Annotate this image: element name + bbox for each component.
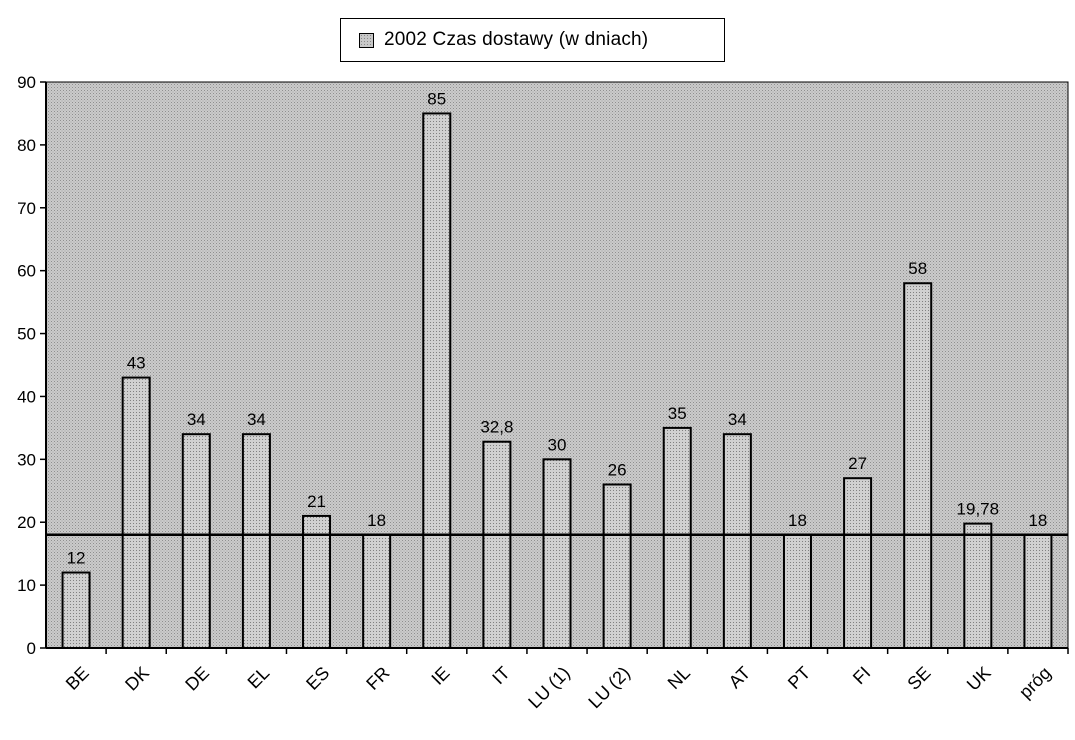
x-tick-label: UK xyxy=(963,663,995,695)
data-label: 85 xyxy=(427,89,446,108)
y-tick-label: 50 xyxy=(17,325,36,344)
bar xyxy=(61,571,91,649)
x-tick-label: IT xyxy=(488,663,513,688)
x-tick-label: ES xyxy=(302,663,333,694)
x-tick-label: próg xyxy=(1015,663,1055,703)
x-tick-label: SE xyxy=(903,663,934,694)
x-tick-label: FR xyxy=(362,663,393,694)
data-label: 35 xyxy=(668,404,687,423)
x-tick-label: BE xyxy=(62,663,93,694)
y-tick-label: 90 xyxy=(17,73,36,92)
data-label: 18 xyxy=(1028,511,1047,530)
x-tick-label: AT xyxy=(725,663,754,692)
legend: 2002 Czas dostawy (w dniach) xyxy=(340,18,725,62)
bar xyxy=(542,458,572,650)
data-label: 21 xyxy=(307,492,326,511)
data-label: 30 xyxy=(548,435,567,454)
legend-swatch xyxy=(359,32,374,48)
x-tick-label: LU (1) xyxy=(524,663,574,713)
y-tick-label: 40 xyxy=(17,387,36,406)
x-tick-label: LU (2) xyxy=(584,663,634,713)
y-tick-label: 60 xyxy=(17,262,36,281)
data-label: 58 xyxy=(908,259,927,278)
bar xyxy=(181,433,211,649)
bar xyxy=(722,433,752,649)
bar xyxy=(602,483,632,649)
x-tick-label: FI xyxy=(849,663,874,688)
bar xyxy=(422,112,452,649)
bar xyxy=(362,533,392,649)
x-tick-label: PT xyxy=(784,663,814,693)
data-label: 18 xyxy=(367,511,386,530)
data-label: 26 xyxy=(608,460,627,479)
y-tick-label: 10 xyxy=(17,576,36,595)
bar xyxy=(482,440,512,650)
data-label: 12 xyxy=(67,549,86,568)
data-label: 43 xyxy=(127,354,146,373)
data-label: 19,78 xyxy=(957,500,1000,519)
y-tick-label: 70 xyxy=(17,199,36,218)
y-tick-label: 30 xyxy=(17,450,36,469)
x-tick-label: IE xyxy=(427,663,453,689)
x-tick-label: NL xyxy=(664,663,694,693)
data-label: 34 xyxy=(247,410,266,429)
y-tick-label: 0 xyxy=(27,639,36,658)
x-tick-label: EL xyxy=(244,663,274,693)
data-label: 18 xyxy=(788,511,807,530)
x-tick-label: DE xyxy=(181,663,213,695)
bar xyxy=(782,533,812,649)
bar xyxy=(241,433,271,649)
bar xyxy=(662,426,692,649)
data-label: 27 xyxy=(848,454,867,473)
bar xyxy=(1023,533,1053,649)
data-label: 34 xyxy=(187,410,206,429)
x-tick-label: DK xyxy=(121,663,153,695)
bar xyxy=(121,376,151,649)
bar xyxy=(963,522,993,649)
bar xyxy=(903,282,933,649)
legend-label: 2002 Czas dostawy (w dniach) xyxy=(384,29,649,50)
y-tick-label: 20 xyxy=(17,513,36,532)
bar xyxy=(302,514,332,650)
y-tick-label: 80 xyxy=(17,136,36,155)
bar xyxy=(843,477,873,650)
data-label: 34 xyxy=(728,410,747,429)
data-label: 32,8 xyxy=(480,418,513,437)
